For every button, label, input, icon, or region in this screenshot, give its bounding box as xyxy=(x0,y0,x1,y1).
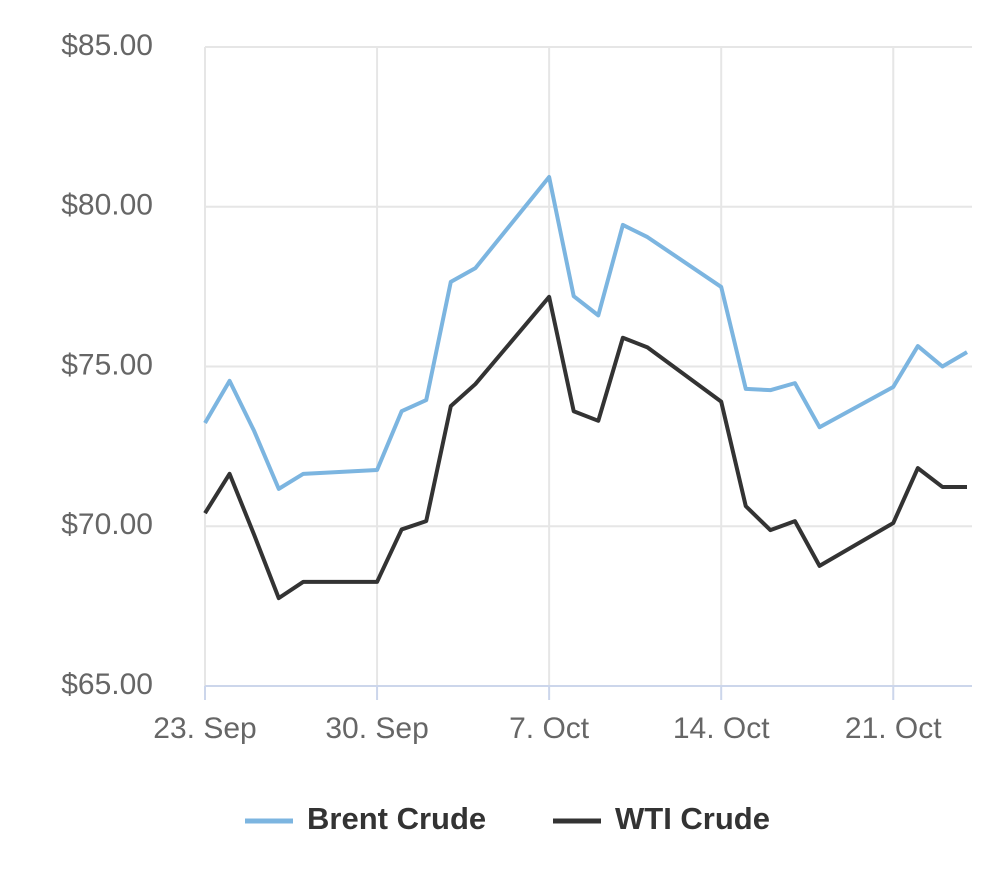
y-tick-label: $70.00 xyxy=(61,508,153,541)
x-tick-label: 23. Sep xyxy=(153,712,256,745)
x-tick-label: 30. Sep xyxy=(325,712,428,745)
y-tick-label: $80.00 xyxy=(61,189,153,222)
y-tick-label: $65.00 xyxy=(61,668,153,701)
series-line xyxy=(203,294,967,601)
y-tick-label: $75.00 xyxy=(61,348,153,381)
legend-label: WTI Crude xyxy=(615,801,770,836)
x-tick-label: 14. Oct xyxy=(673,712,770,745)
x-tick-label: 7. Oct xyxy=(509,712,590,745)
x-tick-label: 21. Oct xyxy=(845,712,942,745)
series-line xyxy=(203,175,969,491)
legend-label: Brent Crude xyxy=(307,801,486,836)
y-tick-label: $85.00 xyxy=(61,29,153,62)
